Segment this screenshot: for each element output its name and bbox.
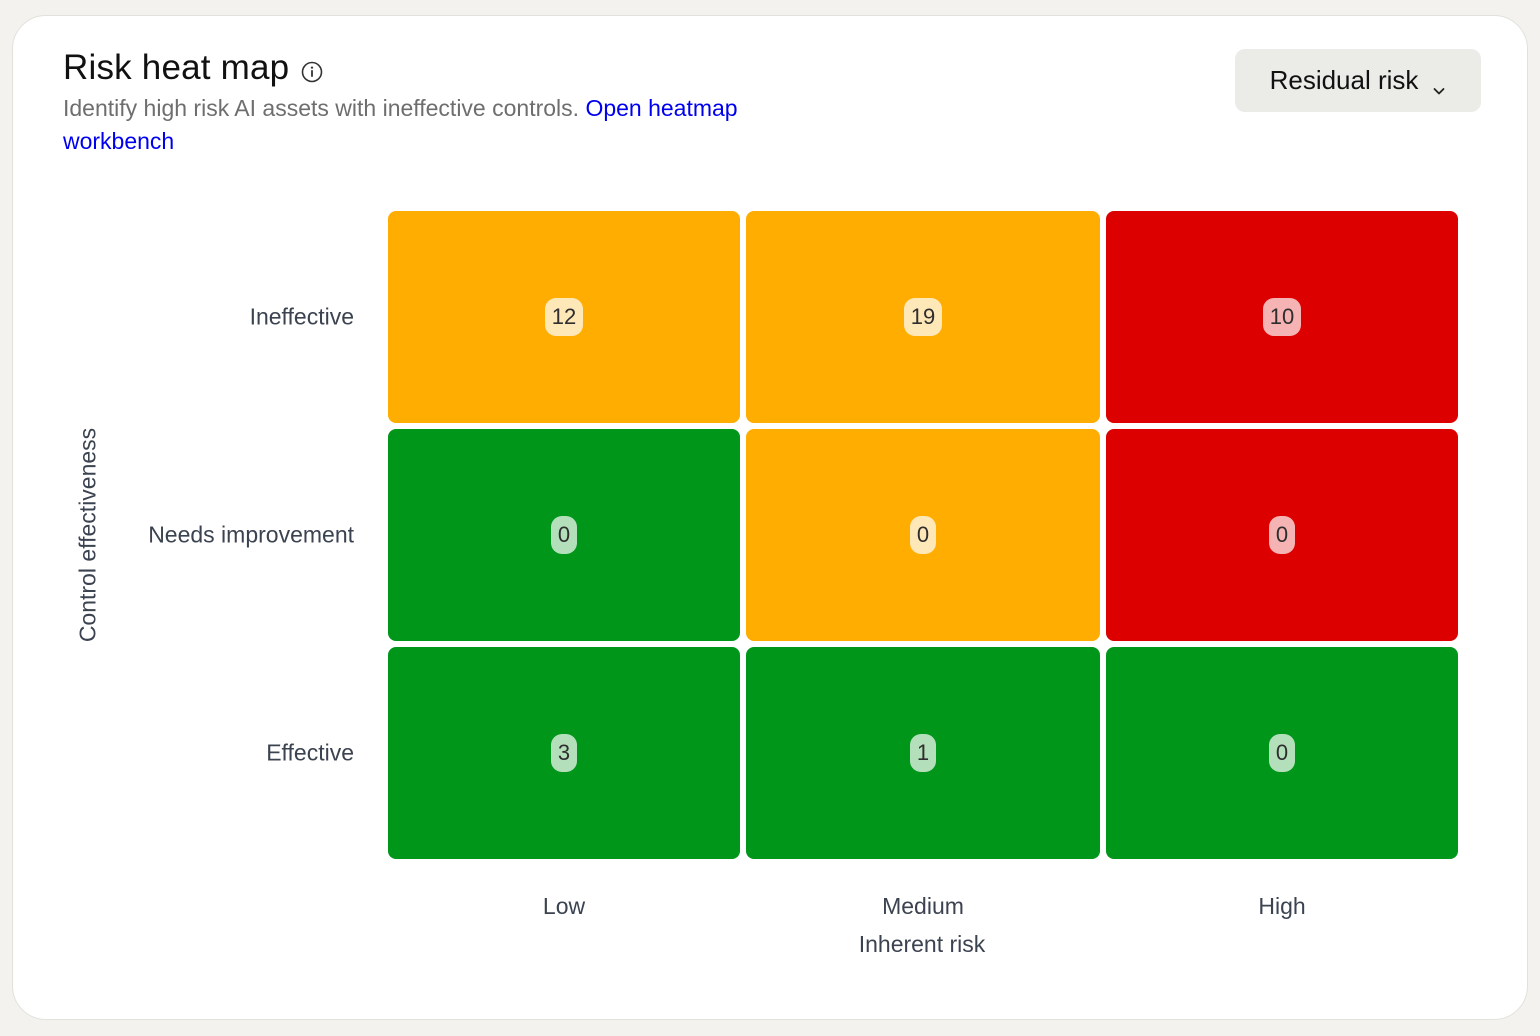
column-label-low: Low	[542, 893, 586, 919]
cell-count-badge: 1	[909, 734, 937, 772]
heatmap-cell-ineffective-medium[interactable]: 19	[746, 211, 1100, 423]
subtitle-text: Identify high risk AI assets with ineffe…	[63, 95, 580, 121]
risk-type-dropdown[interactable]: Residual risk	[1235, 49, 1481, 112]
heatmap-cell-ineffective-high[interactable]: 10	[1106, 211, 1458, 423]
column-label-high: High	[1258, 893, 1306, 919]
column-label-medium: Medium	[882, 893, 964, 919]
row-label-effective: Effective	[266, 739, 354, 766]
cell-count-badge: 12	[544, 298, 584, 336]
heatmap-cell-effective-high[interactable]: 0	[1106, 647, 1458, 859]
open-heatmap-workbench-link[interactable]: Open heatmap workbench	[63, 95, 738, 154]
info-icon[interactable]	[301, 61, 323, 83]
cell-count-badge: 10	[1262, 298, 1302, 336]
cell-count-badge: 0	[1268, 516, 1296, 554]
heatmap-cell-effective-low[interactable]: 3	[388, 647, 740, 859]
dropdown-selected-value: Residual risk	[1269, 65, 1419, 95]
heatmap-cell-needs-improvement-medium[interactable]: 0	[746, 429, 1100, 641]
y-axis-title-text: Control effectiveness	[74, 427, 101, 643]
card-title: Risk heat map	[63, 48, 290, 87]
heatmap-cell-ineffective-low[interactable]: 12	[388, 211, 740, 423]
heatmap-cell-needs-improvement-low[interactable]: 0	[388, 429, 740, 641]
x-axis-title: Inherent risk	[858, 931, 986, 957]
heatmap-cell-needs-improvement-high[interactable]: 0	[1106, 429, 1458, 641]
cell-count-badge: 0	[909, 516, 937, 554]
cell-count-badge: 0	[1268, 734, 1296, 772]
card-subtitle: Identify high risk AI assets with ineffe…	[63, 92, 763, 158]
cell-count-badge: 3	[550, 734, 578, 772]
cell-count-badge: 19	[903, 298, 943, 336]
row-label-ineffective: Ineffective	[249, 303, 354, 330]
heatmap-cell-effective-medium[interactable]: 1	[746, 647, 1100, 859]
cell-count-badge: 0	[550, 516, 578, 554]
row-label-needs-improvement: Needs improvement	[148, 521, 354, 548]
chevron-down-icon	[1432, 74, 1446, 94]
card-header: Risk heat map	[63, 48, 323, 88]
